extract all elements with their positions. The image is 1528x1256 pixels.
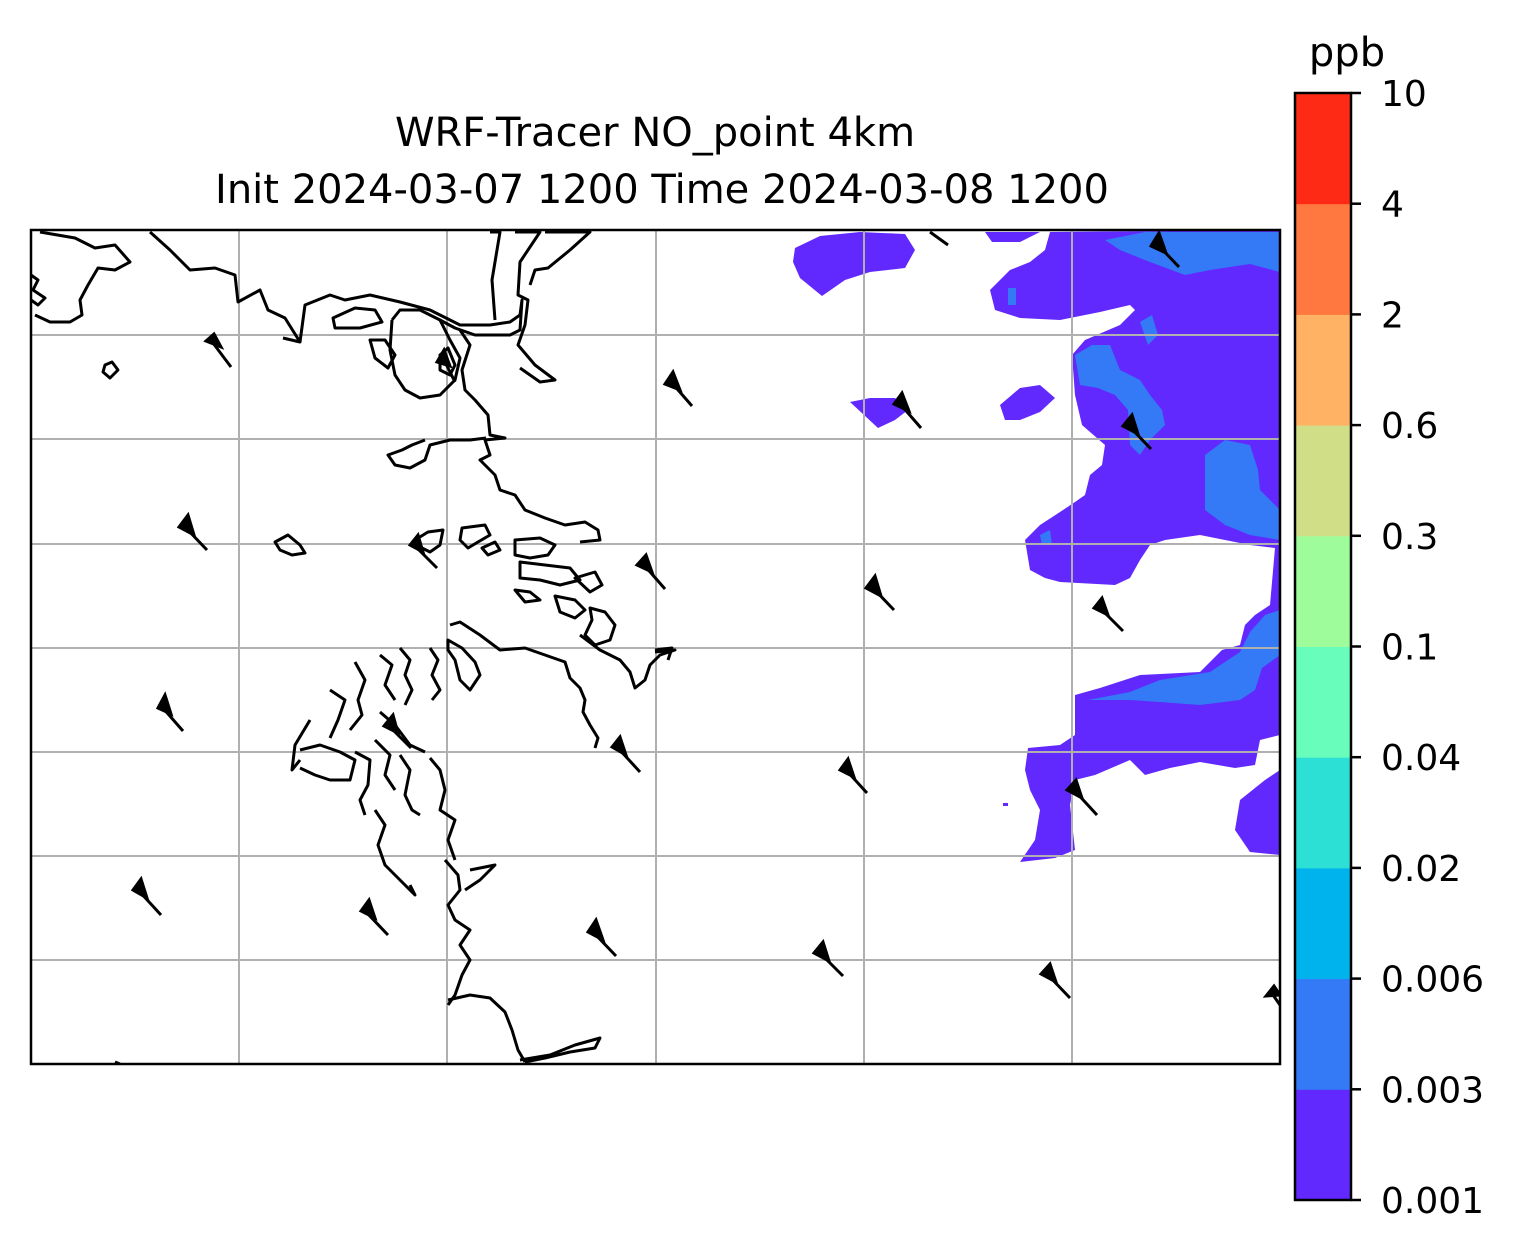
wind-barb bbox=[176, 511, 209, 552]
colorbar-segment bbox=[1295, 646, 1351, 758]
colorbar-segment bbox=[1295, 978, 1351, 1090]
map-title-line1: WRF-Tracer NO_point 4km bbox=[395, 110, 915, 156]
colorbar-tick-label: 2 bbox=[1381, 295, 1404, 336]
wind-barb bbox=[891, 389, 923, 429]
wind-barb bbox=[585, 916, 618, 958]
colorbar-segment bbox=[1295, 535, 1351, 647]
colorbar-tick-label: 0.6 bbox=[1381, 406, 1438, 447]
wind-barb bbox=[929, 230, 949, 247]
colorbar-segments bbox=[1295, 93, 1351, 1201]
wind-barb bbox=[811, 938, 845, 978]
colorbar-tick-label: 0.02 bbox=[1381, 849, 1461, 890]
coastlines bbox=[31, 230, 677, 1064]
colorbar-tick-label: 0.006 bbox=[1381, 960, 1484, 1001]
colorbar-segment bbox=[1295, 757, 1351, 869]
wind-barb bbox=[407, 531, 439, 570]
wind-barb bbox=[1064, 777, 1099, 817]
wind-barb bbox=[434, 346, 457, 383]
colorbar-tick-label: 0.003 bbox=[1381, 1070, 1484, 1111]
colorbar-tick-label: 0.3 bbox=[1381, 517, 1438, 558]
colorbar-segment bbox=[1295, 314, 1351, 426]
colorbar-segment bbox=[1295, 93, 1351, 205]
colorbar-segment bbox=[1295, 203, 1351, 315]
wind-barbs bbox=[114, 230, 1280, 1064]
wind-barb bbox=[203, 331, 233, 368]
map-title-line2: Init 2024-03-07 1200 Time 2024-03-08 120… bbox=[215, 167, 1109, 213]
wind-barb bbox=[1148, 230, 1181, 269]
colorbar-tick-label: 0.04 bbox=[1381, 738, 1461, 779]
wind-barb bbox=[155, 691, 185, 732]
colorbar-tick-label: 0.1 bbox=[1381, 628, 1438, 669]
colorbar-unit-label: ppb bbox=[1309, 30, 1385, 76]
colorbar-tick-label: 0.001 bbox=[1381, 1181, 1484, 1222]
wind-barb bbox=[1038, 961, 1072, 1000]
wind-barb bbox=[130, 875, 163, 917]
wind-barb bbox=[863, 572, 896, 612]
map-frame bbox=[29, 228, 1282, 1066]
wind-barb bbox=[381, 711, 413, 750]
wind-barb bbox=[1091, 594, 1125, 633]
wind-barb bbox=[837, 755, 869, 795]
wind-barb bbox=[1120, 411, 1153, 451]
wind-barb bbox=[662, 368, 694, 407]
colorbar: ppb 0.001 0.003 0.006 0.02 0.04 0.1 0.3 0.6 2 4 10 bbox=[1293, 30, 1484, 1222]
tracer-plume-mid bbox=[1008, 232, 1280, 705]
colorbar-tick-label: 4 bbox=[1381, 185, 1404, 226]
colorbar-segment bbox=[1295, 1089, 1351, 1201]
wind-barb bbox=[634, 552, 667, 590]
wind-barb bbox=[609, 733, 642, 774]
colorbar-ticks: 0.001 0.003 0.006 0.02 0.04 0.1 0.3 0.6 2 4 10 bbox=[1351, 74, 1484, 1222]
map-panel bbox=[29, 228, 1282, 1066]
map-gridlines bbox=[31, 230, 1280, 1064]
colorbar-segment bbox=[1295, 867, 1351, 980]
colorbar-tick-label: 10 bbox=[1381, 74, 1427, 115]
colorbar-segment bbox=[1295, 425, 1351, 537]
wind-barb bbox=[358, 896, 390, 937]
